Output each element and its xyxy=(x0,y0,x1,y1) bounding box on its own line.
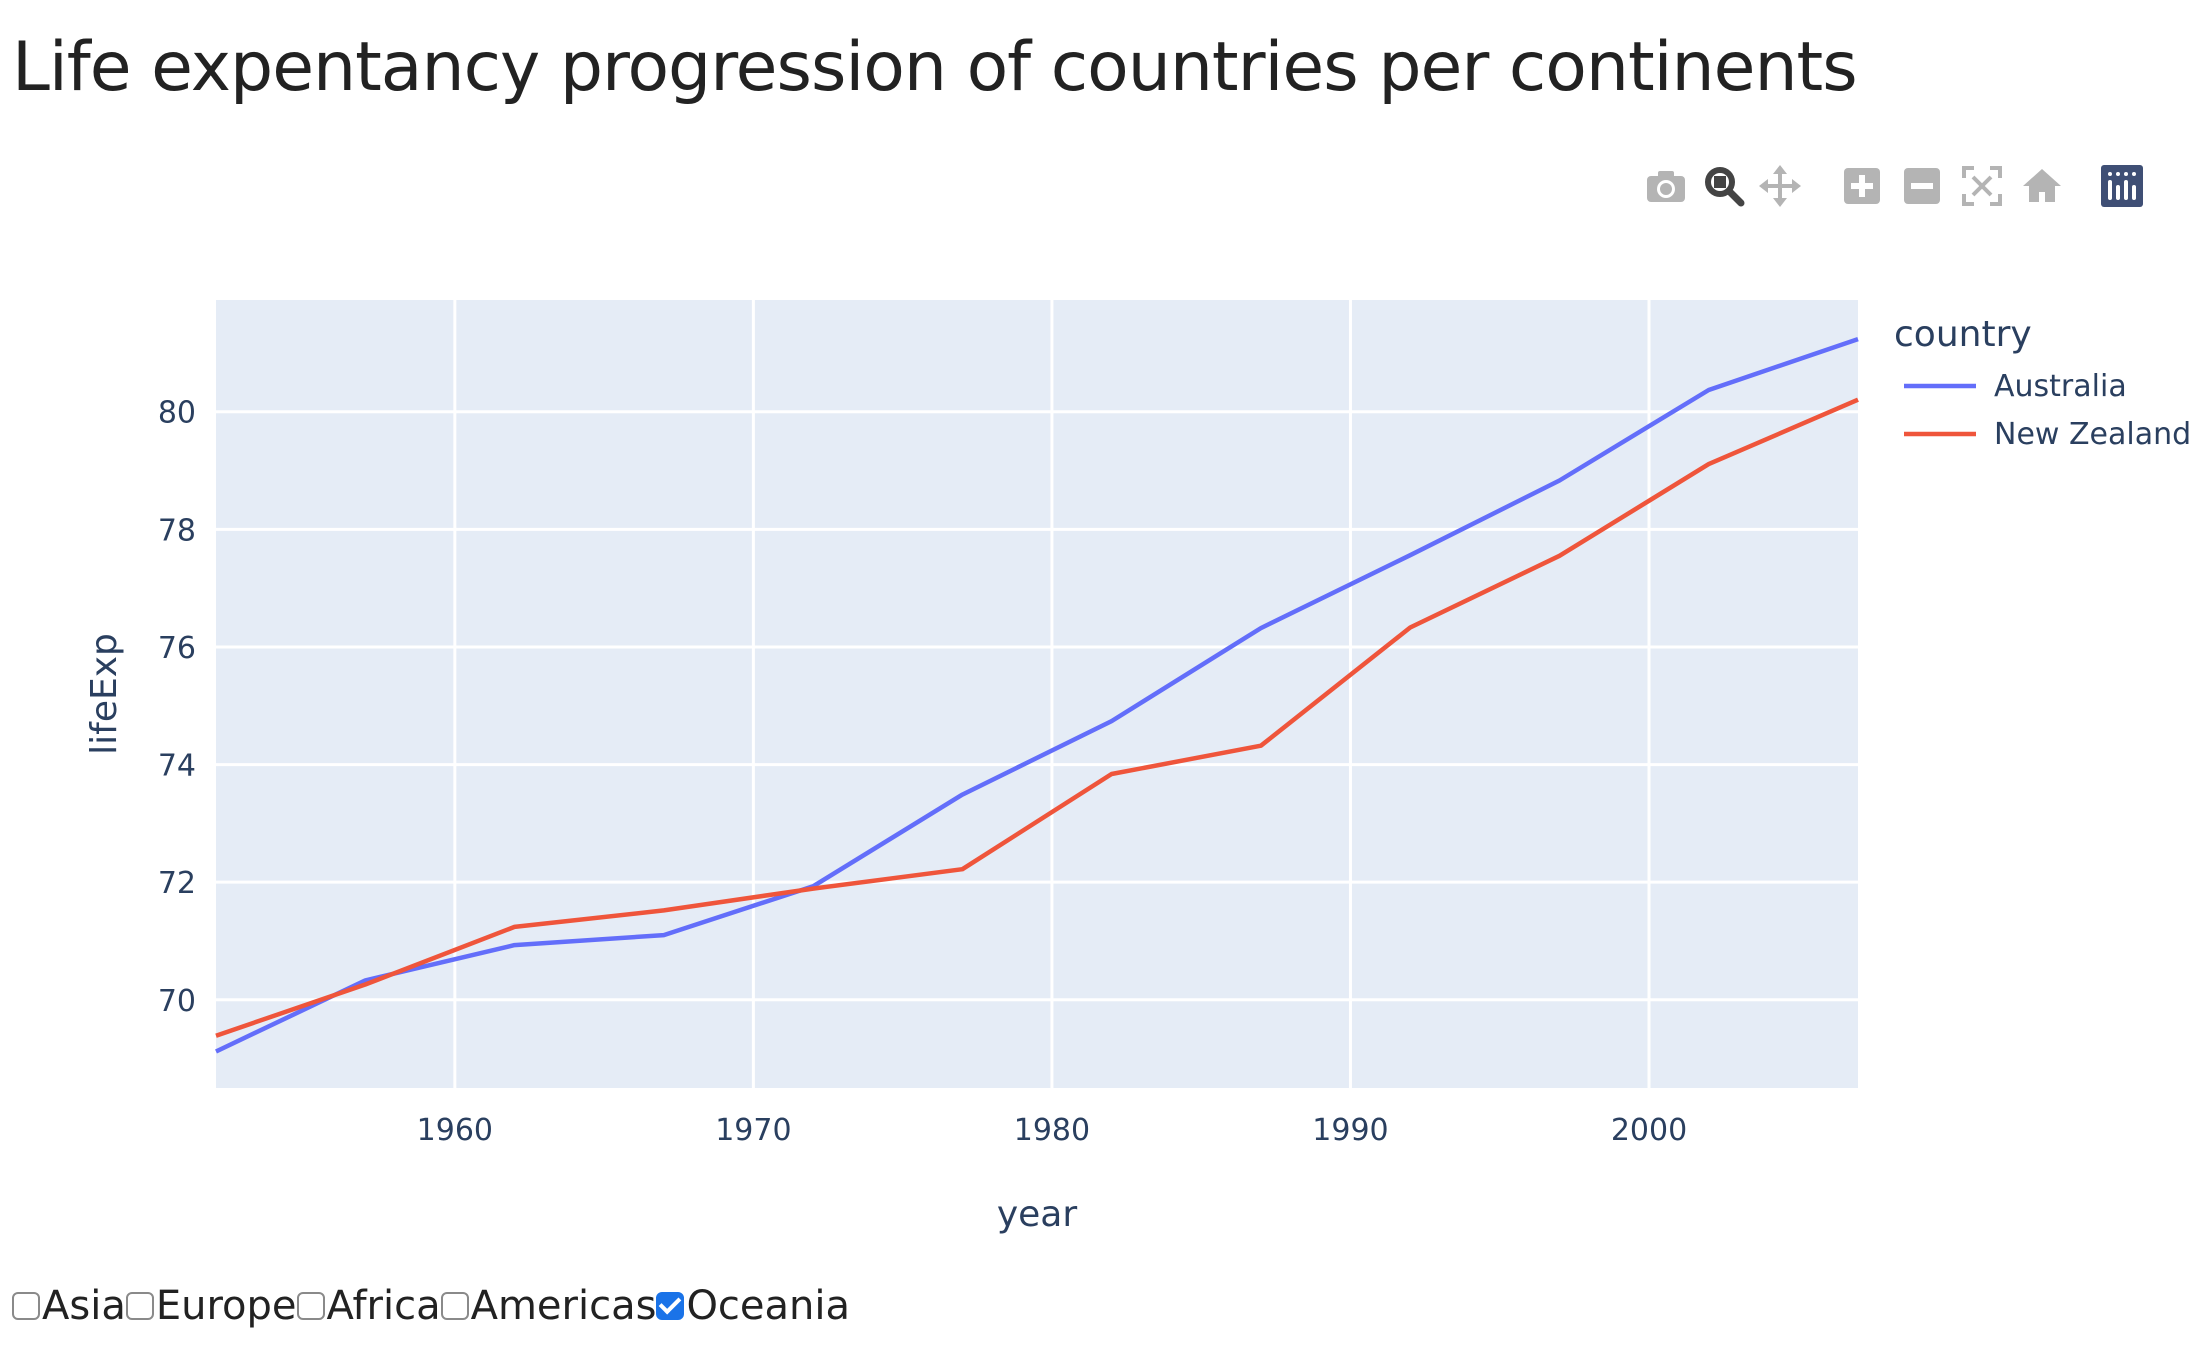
checkbox-asia[interactable] xyxy=(12,1292,40,1320)
modebar xyxy=(1640,158,2198,218)
y-tick-label: 74 xyxy=(158,749,196,784)
y-tick-label: 78 xyxy=(158,513,196,548)
legend-title: country xyxy=(1894,314,2032,355)
home-icon[interactable] xyxy=(2016,158,2068,214)
data-point xyxy=(512,942,518,948)
data-point xyxy=(959,866,965,872)
data-point xyxy=(1109,718,1115,724)
y-tick-label: 70 xyxy=(158,984,196,1019)
data-point xyxy=(1556,478,1562,484)
filter-label-europe: Europe xyxy=(155,1283,297,1329)
data-point xyxy=(810,886,816,892)
checkbox-oceania[interactable] xyxy=(656,1292,685,1320)
zoom-in-icon[interactable] xyxy=(1836,158,1888,214)
zoom-icon[interactable] xyxy=(1698,158,1750,214)
x-tick-label: 1960 xyxy=(417,1113,493,1148)
filter-label-africa: Africa xyxy=(326,1283,441,1329)
data-point xyxy=(959,792,965,798)
zoom-out-icon[interactable] xyxy=(1896,158,1948,214)
data-point xyxy=(1556,553,1562,559)
data-point xyxy=(661,907,667,913)
data-point xyxy=(1258,743,1264,749)
x-tick-label: 1980 xyxy=(1014,1113,1090,1148)
filter-africa[interactable]: Africa xyxy=(296,1283,441,1329)
data-point xyxy=(1855,397,1861,403)
page-title: Life expentancy progression of countries… xyxy=(12,28,1858,107)
x-tick-label: 2000 xyxy=(1611,1113,1687,1148)
x-tick-label: 1990 xyxy=(1312,1113,1388,1148)
y-tick-label: 72 xyxy=(158,866,196,901)
legend-item-label[interactable]: New Zealand xyxy=(1994,417,2191,452)
filter-label-asia: Asia xyxy=(42,1283,126,1329)
data-point xyxy=(1706,461,1712,467)
data-point xyxy=(213,1033,219,1039)
filter-oceania[interactable]: Oceania xyxy=(656,1283,850,1329)
filter-asia[interactable]: Asia xyxy=(12,1283,126,1329)
data-point xyxy=(362,982,368,988)
data-point xyxy=(213,1049,219,1055)
data-point xyxy=(1407,552,1413,558)
continent-filters: Asia Europe Africa Americas Oceania xyxy=(12,1278,850,1334)
x-tick-label: 1970 xyxy=(715,1113,791,1148)
autoscale-icon[interactable] xyxy=(1956,158,2008,214)
y-axis-label: lifeExp xyxy=(84,633,125,755)
x-axis-label: year xyxy=(997,1194,1078,1235)
series-line-new-zealand[interactable] xyxy=(215,397,1859,1038)
plot-area xyxy=(216,300,1858,1088)
checkbox-americas[interactable] xyxy=(440,1292,469,1320)
data-point xyxy=(1855,336,1861,342)
filter-label-americas: Americas xyxy=(470,1283,657,1329)
pan-icon[interactable] xyxy=(1754,158,1806,214)
data-point xyxy=(1109,771,1115,777)
checkbox-europe[interactable] xyxy=(125,1292,154,1320)
filter-label-oceania: Oceania xyxy=(686,1283,851,1329)
camera-icon[interactable] xyxy=(1640,158,1692,214)
data-point xyxy=(512,924,518,930)
series-line-australia[interactable] xyxy=(215,336,1859,1054)
y-tick-label: 76 xyxy=(158,631,196,666)
legend-item-label[interactable]: Australia xyxy=(1994,369,2127,404)
data-point xyxy=(1407,625,1413,631)
filter-americas[interactable]: Americas xyxy=(440,1283,657,1329)
y-tick-label: 80 xyxy=(158,396,196,431)
plotly-logo-icon[interactable] xyxy=(2096,158,2148,214)
filter-europe[interactable]: Europe xyxy=(125,1283,297,1329)
data-point xyxy=(1706,387,1712,393)
checkbox-africa[interactable] xyxy=(296,1292,325,1320)
data-point xyxy=(661,932,667,938)
data-point xyxy=(1258,625,1264,631)
